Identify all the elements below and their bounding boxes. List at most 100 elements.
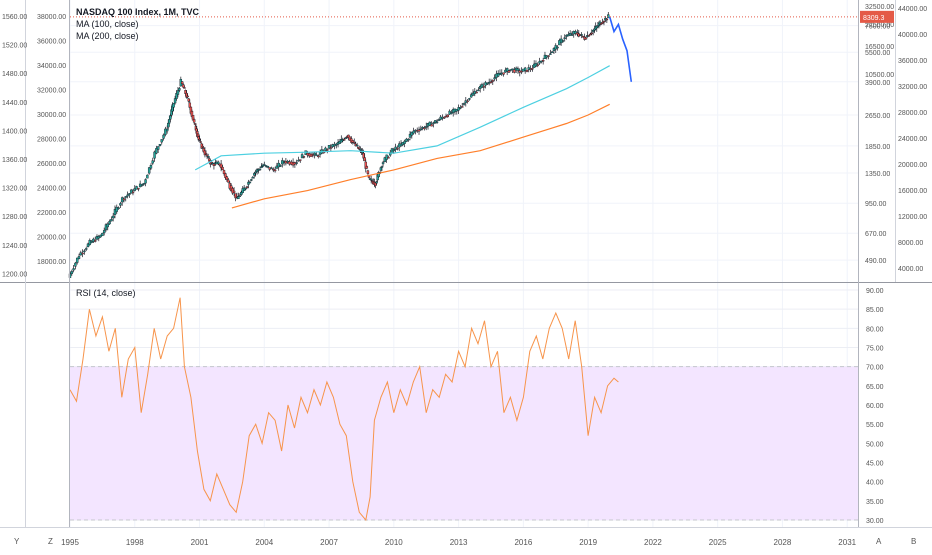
candle <box>260 166 263 168</box>
left-tick-label-2: 20000.00 <box>37 235 66 242</box>
candle <box>164 128 167 135</box>
candle <box>149 165 153 169</box>
b-button[interactable]: B <box>911 537 917 546</box>
candle <box>75 257 79 263</box>
candle <box>77 256 81 259</box>
candle <box>591 30 595 32</box>
time-tick-label: 2028 <box>774 538 792 547</box>
candle <box>459 107 462 109</box>
candle <box>375 181 378 184</box>
candle <box>489 81 493 83</box>
candle <box>361 151 364 154</box>
candle <box>381 162 385 165</box>
candle <box>471 92 475 96</box>
price-tick-label: 1350.00 <box>865 171 890 178</box>
candle <box>176 90 180 95</box>
candle <box>183 87 186 89</box>
candle <box>410 131 414 136</box>
candle <box>326 149 329 151</box>
price-tick-label-2: 8000.00 <box>898 240 923 247</box>
rsi-tick-label: 55.00 <box>866 422 884 429</box>
candle <box>182 84 185 88</box>
time-tick-label: 1995 <box>61 538 79 547</box>
candle <box>231 188 234 194</box>
candle <box>556 46 559 49</box>
candle <box>315 154 318 157</box>
candle <box>313 152 316 156</box>
candle <box>232 190 236 193</box>
projection-line <box>608 16 633 82</box>
price-tick-label: 10500.00 <box>865 72 894 79</box>
rsi-band <box>70 366 858 521</box>
rsi-line <box>69 297 619 522</box>
price-tick-label: 16500.00 <box>865 44 894 51</box>
candle <box>122 198 126 201</box>
rsi-tick-label: 75.00 <box>866 346 884 353</box>
candle <box>568 33 572 36</box>
rsi-tick-label: 45.00 <box>866 461 884 468</box>
legend-ma100[interactable]: MA (100, close) <box>76 19 139 29</box>
left-tick-label: 1560.00 <box>2 14 27 21</box>
y-button[interactable]: Y <box>14 537 20 546</box>
candle <box>227 179 230 183</box>
left-tick-label: 1320.00 <box>2 186 27 193</box>
candle <box>194 123 197 125</box>
candle <box>344 137 347 139</box>
a-button[interactable]: A <box>876 537 882 546</box>
candle <box>363 157 366 162</box>
candle <box>90 241 93 243</box>
time-tick-label: 2004 <box>255 538 273 547</box>
candle <box>277 162 280 168</box>
candle <box>135 186 138 190</box>
candle <box>547 55 550 57</box>
candle <box>596 25 600 27</box>
candle <box>153 151 156 159</box>
candle <box>599 23 603 25</box>
candle <box>279 165 282 167</box>
price-tick-label-2: 20000.00 <box>898 162 927 169</box>
rsi-band-fill <box>70 366 858 520</box>
z-button[interactable]: Z <box>48 537 53 546</box>
left-tick-label: 1440.00 <box>2 100 27 107</box>
candle <box>210 161 213 164</box>
candle <box>550 51 554 54</box>
price-tick-label-2: 44000.00 <box>898 6 927 13</box>
candle <box>365 166 369 169</box>
candle <box>201 145 204 148</box>
price-tick-label: 2650.00 <box>865 113 890 120</box>
candle <box>432 122 435 125</box>
candle <box>160 139 163 143</box>
candle <box>266 165 270 168</box>
candle <box>151 160 154 164</box>
candle <box>275 165 279 169</box>
candle <box>353 142 356 144</box>
candle <box>167 122 170 128</box>
left-tick-label: 1400.00 <box>2 128 27 135</box>
rsi-tick-label: 50.00 <box>866 441 884 448</box>
candle <box>263 164 266 166</box>
candle <box>156 146 160 150</box>
rsi-tick-label: 80.00 <box>866 326 884 333</box>
candle <box>408 133 412 138</box>
candle <box>295 162 298 164</box>
candle <box>192 119 196 123</box>
candle <box>396 148 399 150</box>
candle <box>435 121 439 123</box>
candle <box>379 167 383 171</box>
rsi-legend: RSI (14, close) <box>76 287 136 299</box>
candle <box>428 121 432 126</box>
candle <box>491 80 494 82</box>
rsi-title[interactable]: RSI (14, close) <box>76 288 136 298</box>
left-tick-label-2: 38000.00 <box>37 14 66 21</box>
candle <box>362 152 365 159</box>
candle <box>412 130 415 134</box>
left-tick-label: 1280.00 <box>2 214 27 221</box>
candle <box>124 196 127 198</box>
price-tick-label-2: 24000.00 <box>898 136 927 143</box>
candle <box>462 103 466 105</box>
price-tick-label: 5500.00 <box>865 50 890 57</box>
candle <box>131 191 135 194</box>
legend-ma200[interactable]: MA (200, close) <box>76 31 139 41</box>
rsi-tick-label: 30.00 <box>866 518 884 525</box>
